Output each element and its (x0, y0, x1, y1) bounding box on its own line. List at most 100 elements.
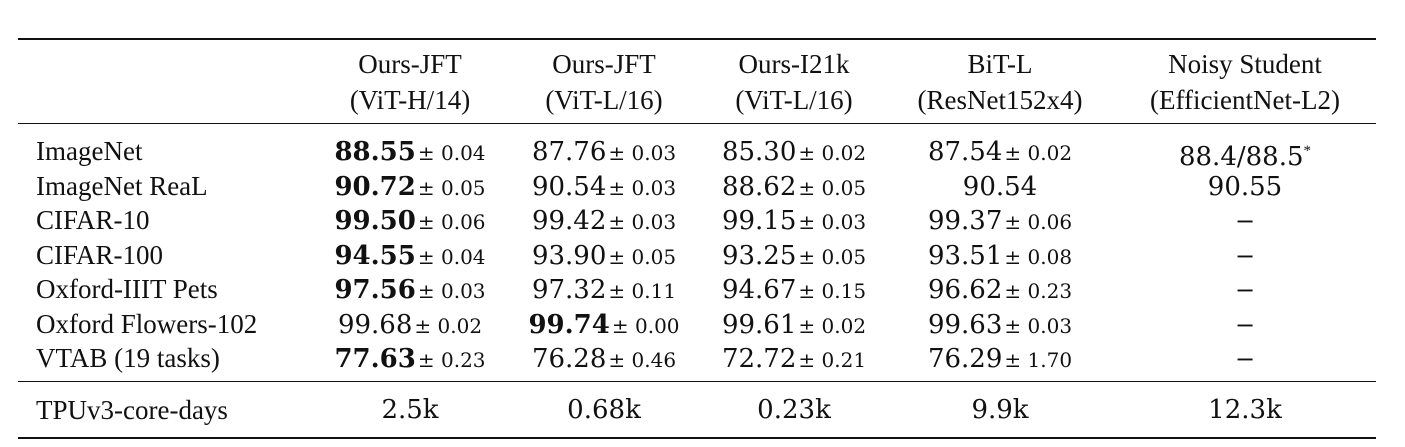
row-label: ImageNet ReaL (36, 171, 208, 201)
table-cell: 93.90 ± 0.05 (515, 238, 693, 274)
cell-std: ± 0.21 (798, 348, 867, 372)
column-header: Noisy Student (EfficientNet-L2) (1120, 46, 1370, 118)
table-cell: 90.72 ± 0.05 (330, 169, 490, 205)
table-header-rule (18, 123, 1376, 124)
row-label: CIFAR-10 (36, 205, 150, 235)
table-bottom-rule (18, 437, 1376, 439)
missing-value: − (1234, 311, 1256, 339)
column-header: BiT-L (ResNet152x4) (890, 46, 1110, 118)
footer-label: TPUv3-core-days (36, 395, 228, 425)
table-cell: 99.68 ± 0.02 (330, 307, 490, 343)
table-cell: 88.4/88.5* (1120, 134, 1370, 174)
cell-std: ± 0.02 (1004, 141, 1073, 165)
cell-value: 97.32 (531, 275, 607, 305)
cell-value: 97.56 (334, 275, 416, 305)
table-cell: 94.55 ± 0.04 (330, 238, 490, 274)
cell-value: 96.62 (927, 275, 1003, 305)
cell-std: ± 0.02 (798, 141, 867, 165)
cell-std: ± 0.06 (1004, 210, 1073, 234)
cell-value: 72.72 (721, 344, 797, 374)
cell-std: ± 0.02 (414, 314, 483, 338)
missing-value: − (1234, 276, 1256, 304)
cell-value: 88.62 (721, 172, 797, 202)
cell-std: ± 0.23 (417, 348, 486, 372)
missing-value: − (1234, 207, 1256, 235)
cell-std: ± 0.46 (608, 348, 677, 372)
cell-value: 99.61 (721, 310, 797, 340)
table-cell: 85.30 ± 0.02 (705, 134, 883, 170)
cell-value: 87.54 (927, 137, 1003, 167)
table-cell: 93.25 ± 0.05 (705, 238, 883, 274)
cell-std: ± 0.03 (798, 210, 867, 234)
table-cell: 99.63 ± 0.03 (890, 307, 1110, 343)
table-cell: 99.42 ± 0.03 (515, 203, 693, 239)
footnote-mark: * (1303, 143, 1312, 159)
footer-cell: 0.68k (567, 395, 641, 425)
cell-std: ± 0.04 (417, 141, 486, 165)
cell-std: ± 0.23 (1004, 279, 1073, 303)
cell-value: 93.25 (721, 241, 797, 271)
table-cell: 72.72 ± 0.21 (705, 341, 883, 377)
cell-std: ± 0.05 (608, 245, 677, 269)
row-label: Oxford-IIIT Pets (36, 274, 218, 304)
footer-cell: 12.3k (1208, 395, 1282, 425)
cell-std: ± 0.02 (798, 314, 867, 338)
column-header-model: (EfficientNet-L2) (1150, 85, 1340, 115)
table-cell: 93.51 ± 0.08 (890, 238, 1110, 274)
table-cell: 97.56 ± 0.03 (330, 272, 490, 308)
missing-value: − (1234, 242, 1256, 270)
table-cell: 88.55 ± 0.04 (330, 134, 490, 170)
footer-cell: 0.23k (757, 395, 831, 425)
cell-std: ± 0.06 (417, 210, 486, 234)
column-header-name: BiT-L (967, 49, 1033, 79)
cell-value: 90.54 (531, 172, 607, 202)
cell-std: ± 0.03 (608, 176, 677, 200)
column-header-model: (ViT-L/16) (545, 85, 663, 115)
cell-value: 90.72 (334, 172, 416, 202)
table-cell: − (1120, 341, 1370, 376)
cell-value: 90.55 (1207, 172, 1283, 202)
table-cell: 99.15 ± 0.03 (705, 203, 883, 239)
column-header-name: Ours-JFT (552, 49, 656, 79)
table-cell: 87.54 ± 0.02 (890, 134, 1110, 170)
table-top-rule (18, 38, 1376, 40)
row-label: ImageNet (36, 136, 143, 166)
table-cell: − (1120, 238, 1370, 273)
cell-value: 76.29 (927, 344, 1003, 374)
cell-std: ± 0.03 (608, 141, 677, 165)
footer-cell: 2.5k (381, 395, 439, 425)
table-cell: 94.67 ± 0.15 (705, 272, 883, 308)
table-cell: 90.55 (1120, 169, 1370, 204)
cell-std: ± 0.05 (798, 245, 867, 269)
cell-std: ± 0.11 (608, 279, 677, 303)
column-header-name: Ours-I21k (738, 49, 850, 79)
cell-value: 76.28 (531, 344, 607, 374)
cell-value: 99.50 (334, 206, 416, 236)
table-footer-rule (18, 381, 1376, 382)
table-cell: 96.62 ± 0.23 (890, 272, 1110, 308)
column-header-model: (ViT-H/14) (349, 85, 471, 115)
row-label: Oxford Flowers-102 (36, 309, 258, 339)
column-header: Ours-JFT (ViT-L/16) (515, 46, 693, 118)
cell-value: 99.68 (337, 310, 413, 340)
footer-cell: 9.9k (971, 395, 1029, 425)
cell-std: ± 0.00 (611, 314, 680, 338)
cell-value: 77.63 (334, 344, 416, 374)
table-cell: − (1120, 307, 1370, 342)
table-cell: 76.29 ± 1.70 (890, 341, 1110, 377)
cell-value: 93.90 (531, 241, 607, 271)
table-cell: 90.54 (890, 169, 1110, 204)
column-header-model: (ViT-L/16) (735, 85, 853, 115)
cell-std: ± 1.70 (1004, 348, 1073, 372)
cell-value: 94.55 (334, 241, 416, 271)
row-label: CIFAR-100 (36, 240, 164, 270)
cell-value: 90.54 (962, 172, 1038, 202)
cell-std: ± 0.03 (608, 210, 677, 234)
table-cell: 90.54 ± 0.03 (515, 169, 693, 205)
cell-value: 87.76 (531, 137, 607, 167)
cell-value: 93.51 (927, 241, 1003, 271)
table-cell: 77.63 ± 0.23 (330, 341, 490, 377)
cell-value: 85.30 (721, 137, 797, 167)
cell-value: 99.42 (531, 206, 607, 236)
cell-std: ± 0.03 (417, 279, 486, 303)
